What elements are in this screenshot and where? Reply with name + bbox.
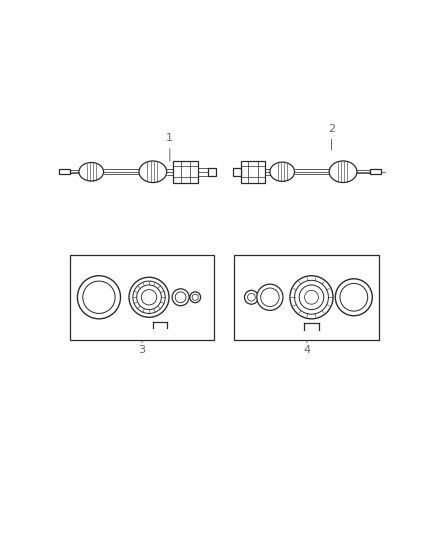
Bar xyxy=(233,168,240,175)
Circle shape xyxy=(299,285,324,310)
Bar xyxy=(59,169,70,174)
Circle shape xyxy=(192,294,198,301)
Text: 4: 4 xyxy=(303,341,311,356)
Circle shape xyxy=(133,281,165,313)
Text: 3: 3 xyxy=(138,341,145,356)
Circle shape xyxy=(247,294,255,301)
Ellipse shape xyxy=(79,163,103,181)
Circle shape xyxy=(175,292,186,303)
Ellipse shape xyxy=(270,162,294,181)
Circle shape xyxy=(190,292,201,303)
Circle shape xyxy=(290,276,333,319)
Circle shape xyxy=(141,289,157,305)
Circle shape xyxy=(137,285,161,310)
Bar xyxy=(173,161,198,182)
Circle shape xyxy=(257,284,283,310)
Bar xyxy=(70,255,215,340)
Bar xyxy=(370,169,381,174)
Text: 2: 2 xyxy=(328,124,335,150)
Circle shape xyxy=(261,288,279,306)
Circle shape xyxy=(294,280,328,314)
Bar xyxy=(234,255,379,340)
Circle shape xyxy=(304,290,318,304)
Circle shape xyxy=(340,284,367,311)
Bar xyxy=(240,161,265,182)
Circle shape xyxy=(336,279,372,316)
Circle shape xyxy=(244,290,258,304)
Bar xyxy=(208,168,216,175)
Circle shape xyxy=(129,277,169,317)
Circle shape xyxy=(172,289,189,306)
Text: 1: 1 xyxy=(166,133,173,161)
Circle shape xyxy=(83,281,115,313)
Ellipse shape xyxy=(139,161,167,182)
Ellipse shape xyxy=(329,161,357,182)
Circle shape xyxy=(78,276,120,319)
